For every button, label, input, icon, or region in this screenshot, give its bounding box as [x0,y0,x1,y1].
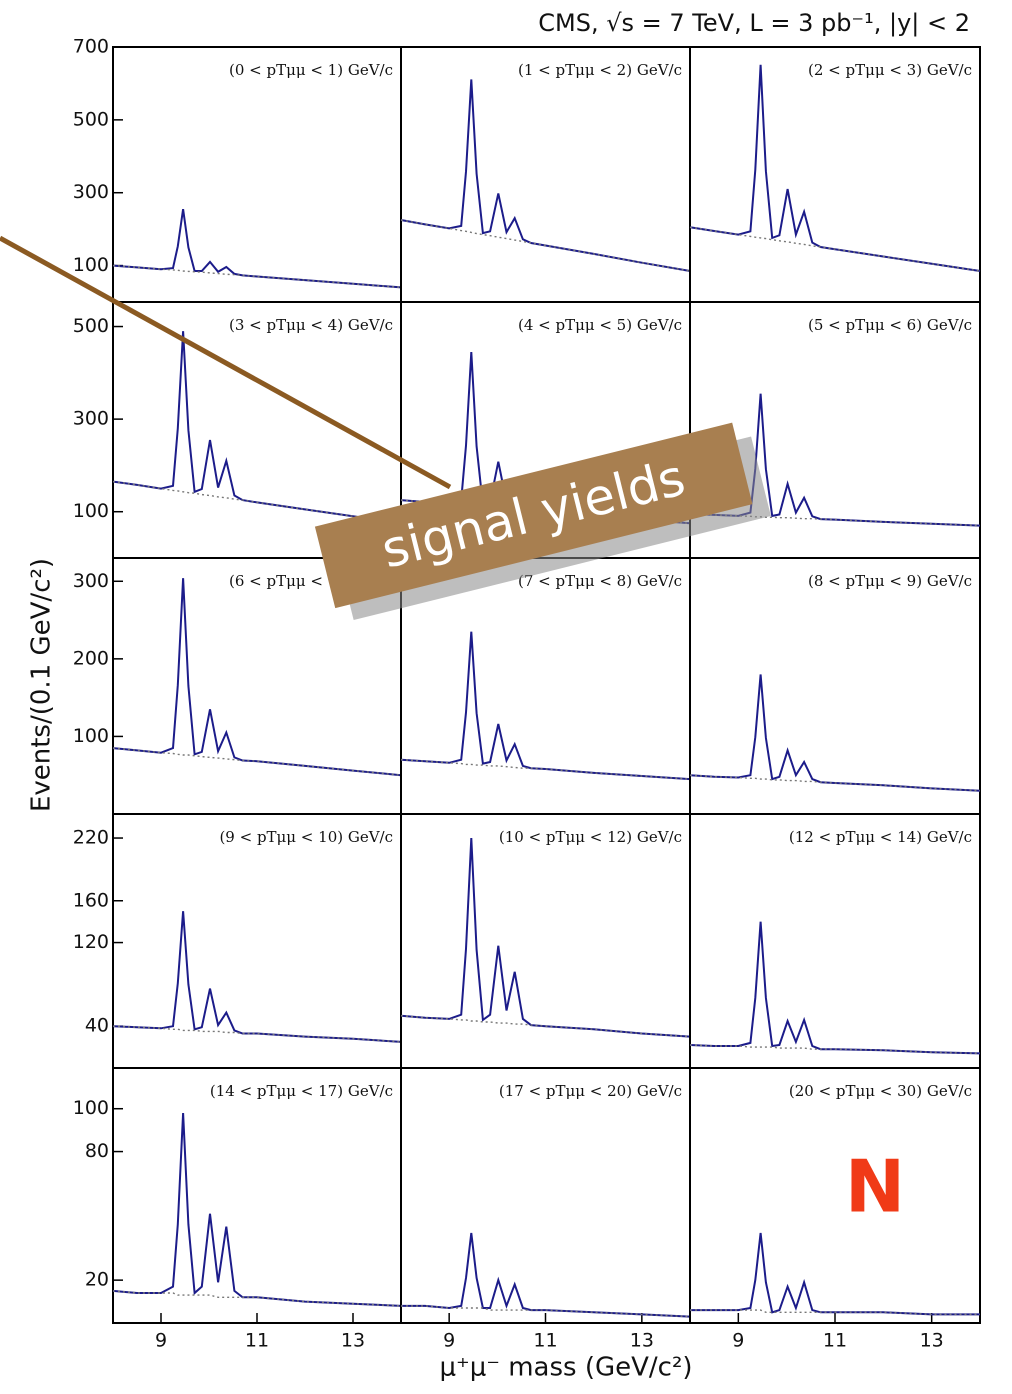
y-tick-label: 300 [73,181,109,203]
panel-label: (0 < pTμμ < 1) GeV/c [229,61,393,79]
y-tick-label: 120 [73,931,109,953]
panel-label: (1 < pTμμ < 2) GeV/c [518,61,682,79]
fit-curve [400,631,691,781]
banner [314,422,753,609]
figure-title: CMS, √s = 7 TeV, L = 3 pb⁻¹, |y| < 2 [538,9,970,37]
y-tick-label: 100 [73,254,109,276]
y-tick-label: 220 [73,827,109,849]
x-tick-label: 9 [732,1330,744,1352]
x-axis-label: μ⁺μ⁻ mass (GeV/c²) [439,1353,692,1383]
panel-frame [689,1067,981,1324]
fit-curve [112,208,402,289]
x-tick-label: 11 [823,1330,847,1352]
stick-decoration [0,235,452,490]
logo-letter: N [845,1145,905,1229]
x-tick-label: 13 [341,1330,365,1352]
y-tick-label: 500 [73,108,109,130]
x-tick-label: 13 [920,1330,944,1352]
panel-label: (9 < pTμμ < 10) GeV/c [219,828,393,846]
fit-curve [401,1232,691,1318]
y-tick-label: 200 [73,647,109,669]
x-tick-label: 11 [533,1330,557,1352]
panel-frame [112,813,402,1069]
panel-label: (20 < pTμμ < 30) GeV/c [789,1082,972,1100]
y-tick-label: 700 [73,36,109,58]
fit-curve [400,79,691,272]
y-tick-label: 500 [73,315,109,337]
fit-curve [112,578,402,777]
panel-frame [400,813,691,1069]
x-tick-label: 9 [443,1330,455,1352]
panel-label: (4 < pTμμ < 5) GeV/c [518,316,682,334]
y-axis-label: Events/(0.1 GeV/c²) [27,558,57,812]
panel-frame [112,46,402,303]
fit-curve [112,331,402,525]
panel-label: (14 < pTμμ < 17) GeV/c [210,1082,393,1100]
panel-label: (17 < pTμμ < 20) GeV/c [499,1082,682,1100]
panel-frame [689,813,981,1069]
panel-frame [112,1067,402,1324]
panel-label: (8 < pTμμ < 9) GeV/c [808,572,972,590]
fit-curve [112,911,402,1043]
fit-curve [689,64,981,272]
x-tick-label: 13 [630,1330,654,1352]
y-tick-label: 300 [73,570,109,592]
y-tick-label: 40 [85,1015,109,1037]
panel-label: (2 < pTμμ < 3) GeV/c [808,61,972,79]
y-tick-label: 20 [85,1269,109,1291]
y-tick-label: 100 [73,1097,109,1119]
fit-curve [112,1112,402,1307]
y-tick-label: 100 [73,725,109,747]
panel-label: (7 < pTμμ < 8) GeV/c [518,572,682,590]
panel-label: (3 < pTμμ < 4) GeV/c [229,316,393,334]
panel-label: (5 < pTμμ < 6) GeV/c [808,316,972,334]
panel-frame [689,557,981,815]
panel-label: (12 < pTμμ < 14) GeV/c [789,828,972,846]
fit-curve [689,921,981,1055]
fit-curve [400,837,691,1038]
fit-curve [690,1232,980,1316]
y-tick-label: 160 [73,889,109,911]
y-tick-label: 100 [73,500,109,522]
y-tick-label: 300 [73,408,109,430]
fit-curve [689,674,981,792]
x-tick-label: 11 [245,1330,269,1352]
y-tick-label: 80 [85,1140,109,1162]
x-tick-label: 9 [155,1330,167,1352]
panel-label: (10 < pTμμ < 12) GeV/c [499,828,682,846]
panel-frame [400,1067,691,1324]
